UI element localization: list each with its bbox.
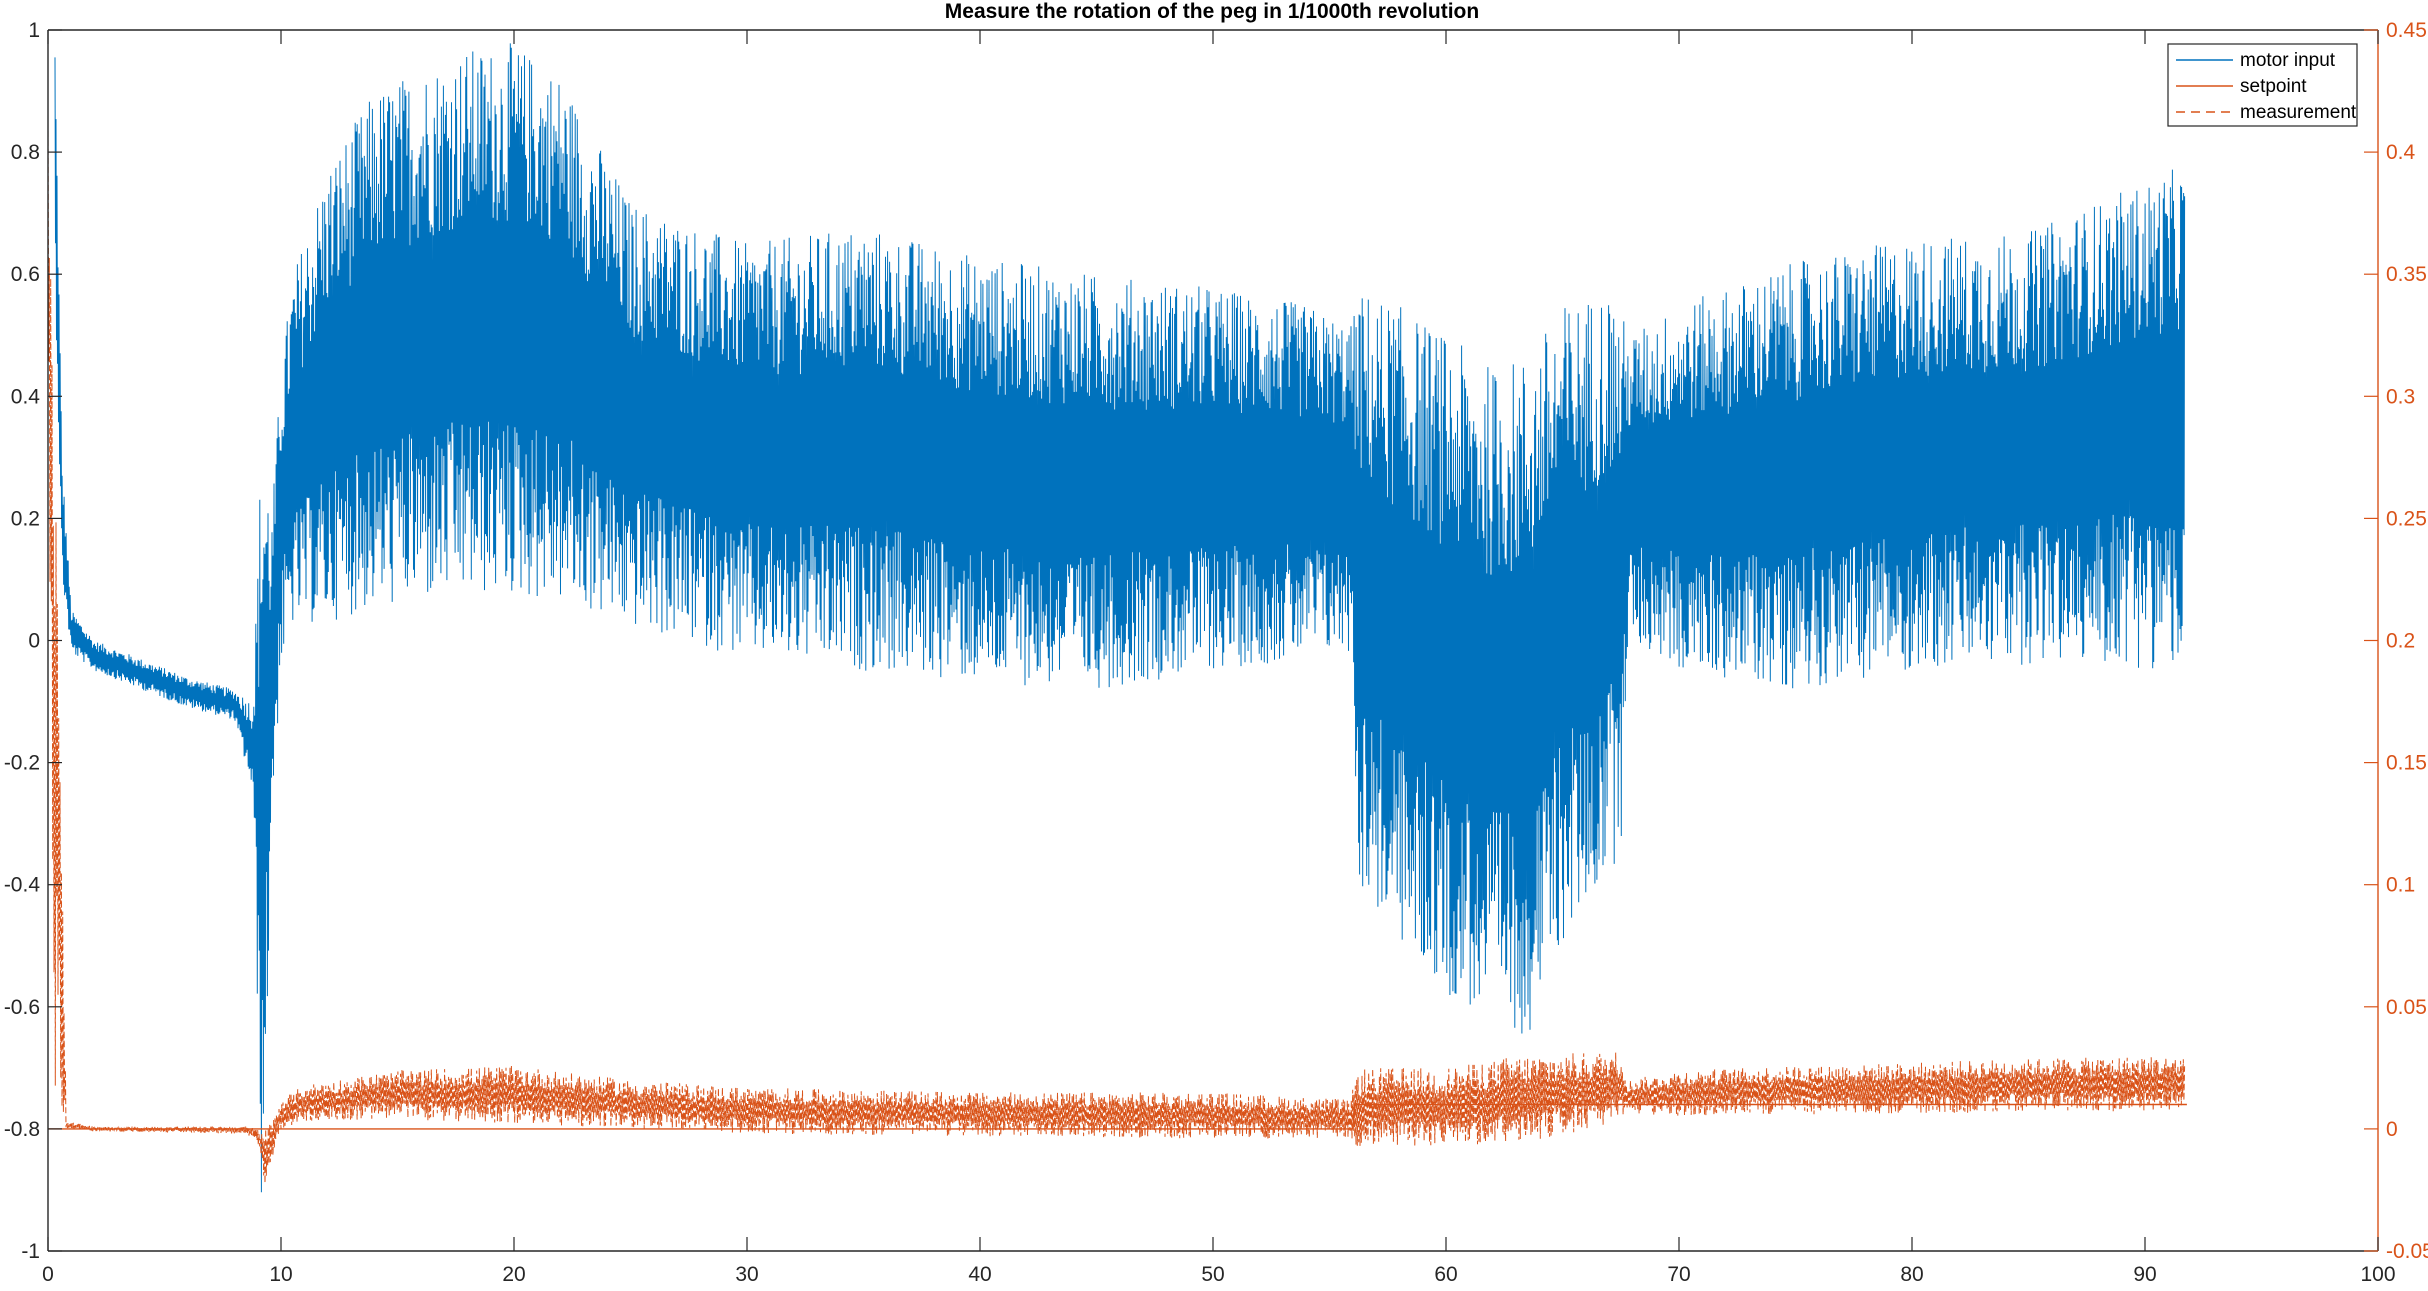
y-right-tick-label: 0.3 [2386,385,2415,408]
x-tick-label: 30 [735,1263,758,1286]
y-right-tick-label: 0.15 [2386,752,2427,775]
x-tick-label: 70 [1667,1263,1690,1286]
y-right-tick-label: -0.05 [2386,1240,2428,1263]
y-right-tick-label: 0 [2386,1118,2398,1141]
y-left-tick-label: 0.6 [11,263,40,286]
y-left-tick-label: -0.8 [4,1118,40,1141]
y-right-tick-label: 0.25 [2386,507,2427,530]
x-tick-label: 60 [1434,1263,1457,1286]
y-left-tick-label: 0.4 [11,385,41,408]
series-motor-input [54,43,2186,1193]
y-left-tick-label: 1 [28,19,40,42]
x-tick-label: 0 [42,1263,54,1286]
x-tick-label: 50 [1201,1263,1224,1286]
y-left-tick-label: -0.4 [4,874,41,897]
y-left-tick-label: 0.2 [11,507,40,530]
chart-title: Measure the rotation of the peg in 1/100… [945,0,1479,23]
x-tick-label: 80 [1900,1263,1923,1286]
x-tick-label: 90 [2133,1263,2156,1286]
x-tick-label: 40 [968,1263,991,1286]
y-right-tick-label: 0.4 [2386,141,2416,164]
plot-area [47,43,2187,1193]
x-tick-label: 10 [269,1263,292,1286]
y-right-tick-label: 0.2 [2386,630,2415,653]
legend-label-measurement: measurement [2240,102,2357,123]
y-left-tick-label: 0 [28,630,40,653]
y-left-tick-label: -1 [21,1240,40,1263]
axes: 0 10 20 30 40 50 60 70 80 90 100-1-0.8-0.6-0.4-0.2… [4,19,2428,1286]
y-left-tick-label: -0.2 [4,752,40,775]
legend: motor input setpoint measurement [2167,43,2358,127]
y-right-tick-label: 0.35 [2386,263,2427,286]
y-right-tick-label: 0.1 [2386,874,2415,897]
x-tick-label: 100 [2360,1263,2395,1286]
series-measurement [47,121,2186,1184]
series-setpoint [48,1103,2187,1130]
x-tick-label: 20 [502,1263,525,1286]
legend-label-motor-input: motor input [2240,50,2336,71]
y-right-tick-label: 0.05 [2386,996,2427,1019]
y-left-tick-label: 0.8 [11,141,40,164]
legend-label-setpoint: setpoint [2240,76,2307,97]
y-right-tick-label: 0.45 [2386,19,2427,42]
y-left-tick-label: -0.6 [4,996,40,1019]
